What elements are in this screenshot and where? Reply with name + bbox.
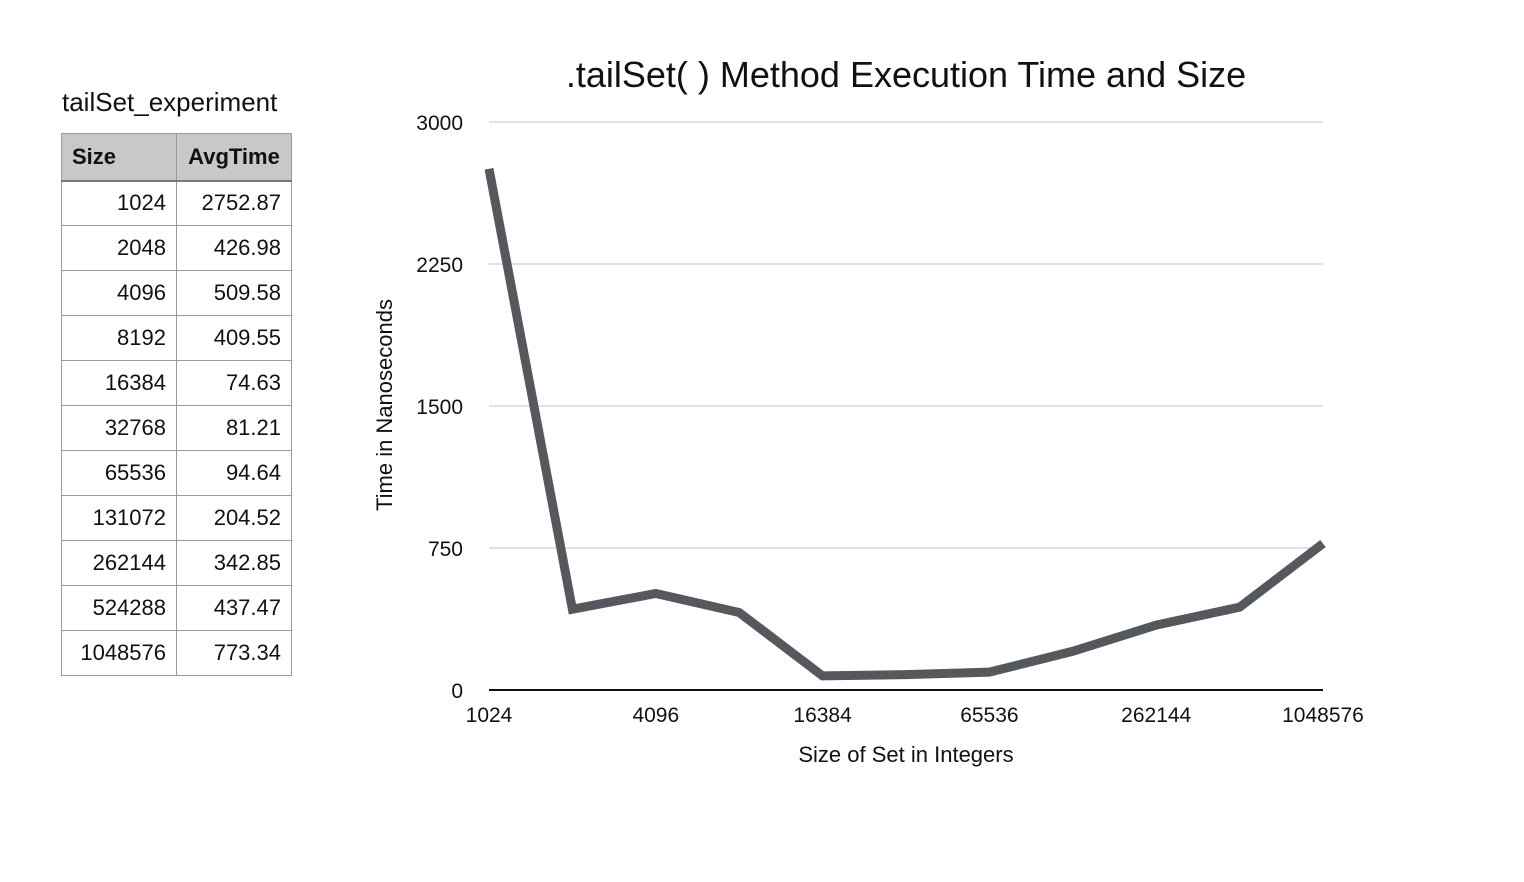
size-cell: 131072 xyxy=(61,495,177,541)
x-tick-label: 1048576 xyxy=(1282,704,1364,727)
table-header-row: Size AvgTime xyxy=(61,133,292,182)
y-tick-label: 1500 xyxy=(416,396,463,419)
y-tick-label: 2250 xyxy=(416,254,463,277)
avgtime-cell: 409.55 xyxy=(176,315,292,361)
table-row: 8192 409.55 xyxy=(61,315,292,361)
table-row: 65536 94.64 xyxy=(61,450,292,496)
avgtime-cell: 342.85 xyxy=(176,540,292,586)
data-table: Size AvgTime 1024 2752.87 2048 426.98 4096… xyxy=(61,133,292,676)
x-tick-label: 262144 xyxy=(1121,704,1191,727)
avgtime-cell: 437.47 xyxy=(176,585,292,631)
table-row: 32768 81.21 xyxy=(61,405,292,451)
avgtime-cell: 2752.87 xyxy=(176,180,292,226)
size-cell: 4096 xyxy=(61,270,177,316)
avgtime-cell: 81.21 xyxy=(176,405,292,451)
table-row: 131072 204.52 xyxy=(61,495,292,541)
x-axis-label: Size of Set in Integers xyxy=(798,742,1013,767)
avgtime-cell: 773.34 xyxy=(176,630,292,676)
column-header-size: Size xyxy=(61,133,177,182)
size-cell: 32768 xyxy=(61,405,177,451)
x-tick-label: 1024 xyxy=(466,704,513,727)
y-axis-ticks: 0 750 1500 2250 3000 xyxy=(416,112,463,703)
y-tick-label: 750 xyxy=(428,538,463,561)
column-header-avgtime: AvgTime xyxy=(176,133,292,182)
table-row: 1048576 773.34 xyxy=(61,630,292,676)
size-cell: 262144 xyxy=(61,540,177,586)
x-tick-label: 4096 xyxy=(632,704,679,727)
avgtime-cell: 94.64 xyxy=(176,450,292,496)
series-line xyxy=(484,167,1326,681)
grid xyxy=(489,121,1323,549)
avgtime-cell: 204.52 xyxy=(176,495,292,541)
y-tick-label: 0 xyxy=(451,680,463,703)
y-tick-label: 3000 xyxy=(416,112,463,135)
table-row: 16384 74.63 xyxy=(61,360,292,406)
x-tick-label: 65536 xyxy=(960,704,1018,727)
size-cell: 8192 xyxy=(61,315,177,361)
avgtime-cell: 74.63 xyxy=(176,360,292,406)
size-cell: 65536 xyxy=(61,450,177,496)
y-axis-label: Time in Nanoseconds xyxy=(372,299,397,511)
x-tick-label: 16384 xyxy=(793,704,852,727)
table-row: 524288 437.47 xyxy=(61,585,292,631)
table-title: tailSet_experiment xyxy=(62,87,278,117)
avgtime-cell: 426.98 xyxy=(176,225,292,271)
x-axis-ticks: 1024 4096 16384 65536 262144 1048576 xyxy=(466,704,1364,727)
chart-title: .tailSet( ) Method Execution Time and Si… xyxy=(566,54,1246,95)
size-cell: 16384 xyxy=(61,360,177,406)
table-row: 4096 509.58 xyxy=(61,270,292,316)
size-cell: 524288 xyxy=(61,585,177,631)
table-row: 2048 426.98 xyxy=(61,225,292,271)
table-row: 262144 342.85 xyxy=(61,540,292,586)
